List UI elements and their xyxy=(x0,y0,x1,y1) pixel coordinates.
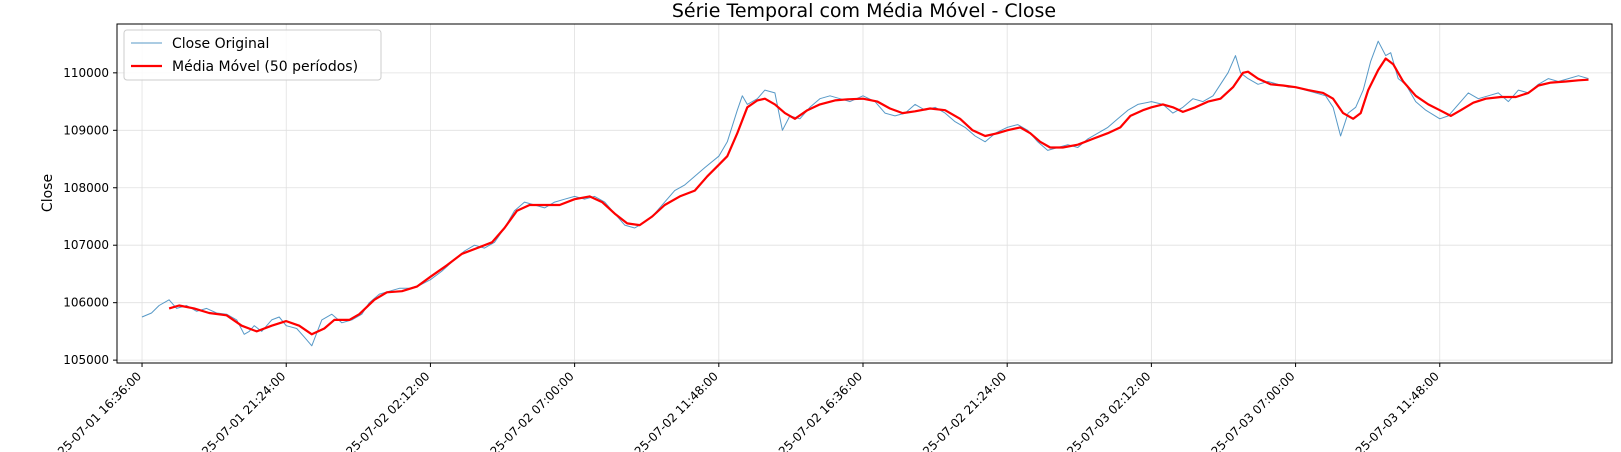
y-tick-label: 109000 xyxy=(63,123,109,137)
chart-title: Série Temporal com Média Móvel - Close xyxy=(672,0,1056,22)
legend-label-moving-average: Média Móvel (50 períodos) xyxy=(172,59,358,75)
plot-area xyxy=(141,40,1589,347)
x-tick-label: 2025-07-02 07:00:00 xyxy=(477,369,577,452)
x-tick-label: 2025-07-01 16:36:00 xyxy=(44,369,144,452)
legend-box xyxy=(123,29,382,81)
x-tick-label: 2025-07-03 02:12:00 xyxy=(1053,369,1153,452)
y-tick-label: 107000 xyxy=(63,238,109,252)
x-tick-label: 2025-07-02 11:48:00 xyxy=(621,369,721,452)
moving-average-line xyxy=(168,57,1589,336)
legend-label-close-original: Close Original xyxy=(172,36,269,52)
x-tick-label: 2025-07-01 21:24:00 xyxy=(188,369,288,452)
close-original-line xyxy=(141,40,1589,347)
y-tick-label: 105000 xyxy=(63,353,109,367)
plot-frame xyxy=(116,23,1613,364)
x-axis: 2025-07-01 16:36:00 2025-07-01 21:24:00 20… xyxy=(44,363,1442,452)
x-tick-label: 2025-07-02 16:36:00 xyxy=(765,369,865,452)
x-tick-label: 2025-07-02 02:12:00 xyxy=(333,369,433,452)
x-tick-label: 2025-07-03 07:00:00 xyxy=(1198,369,1298,452)
legend: Close Original Média Móvel (50 períodos) xyxy=(123,29,382,81)
y-tick-label: 106000 xyxy=(63,296,109,310)
y-axis-title: Close xyxy=(40,174,56,212)
x-tick-label: 2025-07-02 21:24:00 xyxy=(909,369,1009,452)
y-tick-label: 108000 xyxy=(63,181,109,195)
y-axis: 105000 106000 107000 108000 109000 110000 xyxy=(63,66,117,367)
x-tick-label: 2025-07-03 11:48:00 xyxy=(1342,369,1442,452)
y-tick-label: 110000 xyxy=(63,66,109,80)
